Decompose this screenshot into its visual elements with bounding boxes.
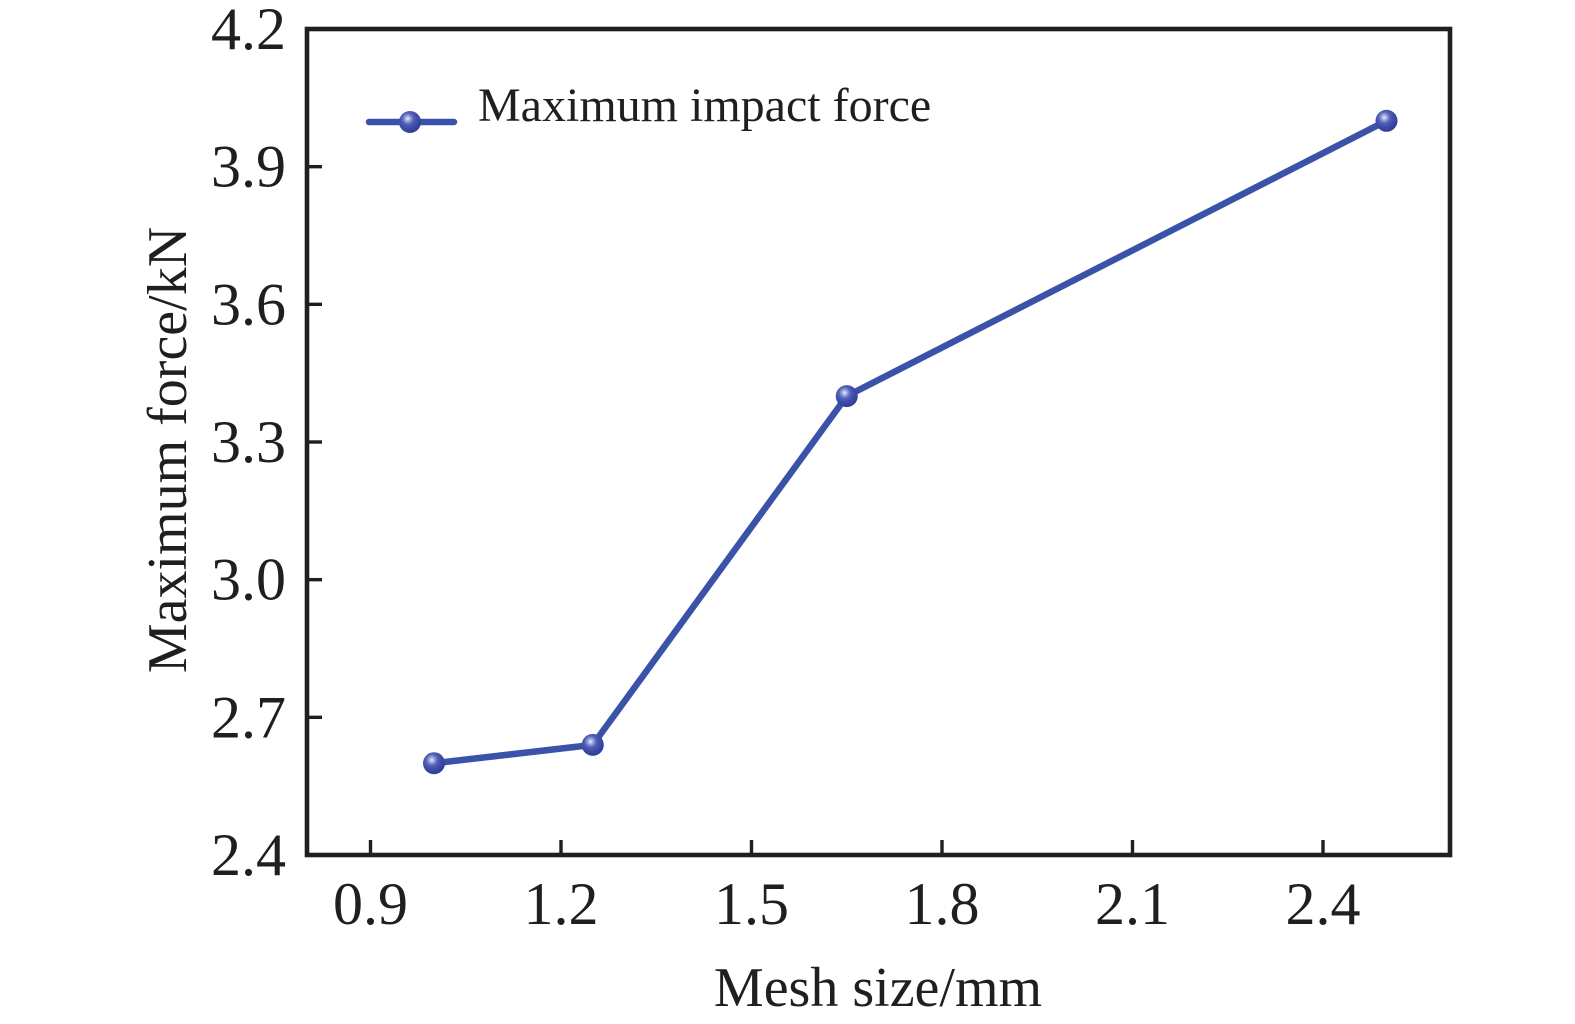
y-tick-label: 4.2: [211, 0, 286, 62]
y-tick-label: 3.3: [211, 409, 286, 475]
data-point-marker: [835, 385, 858, 408]
y-tick-label: 3.0: [211, 547, 286, 613]
series-line: [430, 117, 1390, 767]
legend: Maximum impact force: [365, 79, 931, 133]
y-tick-label: 2.7: [211, 684, 286, 750]
plot-frame: [304, 26, 1453, 858]
legend-marker-icon: [399, 111, 421, 133]
data-point-marker: [423, 752, 445, 775]
x-tick-label: 2.4: [1286, 871, 1361, 937]
data-point-marker: [1375, 109, 1398, 132]
y-tick-label: 3.9: [211, 134, 286, 200]
y-tick-label: 2.4: [211, 822, 286, 888]
data-point-marker: [581, 733, 604, 756]
y-tick-label: 3.6: [211, 271, 286, 337]
x-tick-label: 1.5: [714, 871, 789, 937]
x-tick-label: 0.9: [333, 871, 408, 937]
x-axis-title: Mesh size/mm: [714, 957, 1042, 1019]
legend-label: Maximum impact force: [478, 79, 931, 132]
x-tick-label: 1.2: [524, 871, 599, 937]
x-tick-label: 2.1: [1095, 871, 1170, 937]
x-tick-label: 1.8: [905, 871, 980, 937]
y-axis-title: Maximum force/kN: [137, 227, 199, 673]
